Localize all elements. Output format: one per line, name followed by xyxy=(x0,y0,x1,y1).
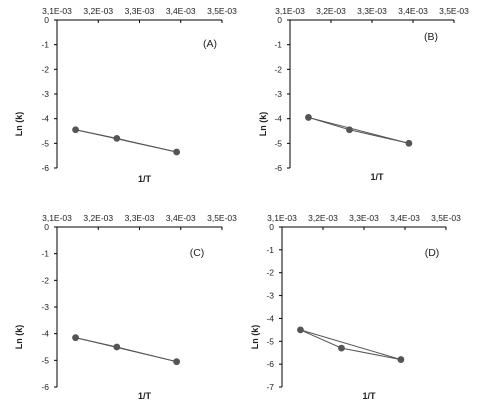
y-tick-label: -3 xyxy=(41,89,49,99)
y-axis-title: Ln (k) xyxy=(250,325,260,350)
x-tick-label: 3,2E-03 xyxy=(83,213,113,223)
trend-line xyxy=(308,116,410,144)
x-tick-label: 3,2E-03 xyxy=(316,6,346,16)
chart-panel-3: 3,1E-03 3,2E-03 3,3E-03 3,4E-03 3,5E-03 0 -1 -2… xyxy=(14,213,237,401)
trend-line xyxy=(75,129,177,153)
y-tick-label: -4 xyxy=(274,114,282,124)
y-tick-label: -1 xyxy=(266,245,274,255)
data-point xyxy=(72,126,79,134)
data-point xyxy=(297,326,304,334)
data-point xyxy=(397,356,405,363)
x-tick-label: 3,3E-03 xyxy=(349,213,379,223)
data-point xyxy=(173,148,181,156)
y-tick-label: -2 xyxy=(274,64,282,74)
y-tick-label: -2 xyxy=(266,268,274,278)
x-axis-title: 1/T xyxy=(370,172,384,182)
x-tick-label: 3,5E-03 xyxy=(207,6,237,16)
chart-panel-2: 3,1E-03 3,2E-03 3,3E-03 3,4E-03 3,5E-03 0 -1 -2… xyxy=(258,6,469,182)
y-tick-label: -6 xyxy=(41,163,49,173)
y-tick-label: -3 xyxy=(266,291,274,301)
x-tick-label: 3,1E-03 xyxy=(267,213,297,223)
x-tick-label: 3,3E-03 xyxy=(125,213,155,223)
y-tick-label: -1 xyxy=(41,40,49,50)
y-axis-title: Ln (k) xyxy=(14,325,24,350)
y-tick-label: 0 xyxy=(269,222,274,232)
y-tick-label: -4 xyxy=(266,313,274,323)
data-point xyxy=(405,139,413,147)
data-point xyxy=(338,344,345,352)
x-tick-label: 3,4E-03 xyxy=(398,6,428,16)
y-tick-label: -6 xyxy=(41,382,49,392)
y-tick-label: -6 xyxy=(274,163,282,173)
y-tick-label: -5 xyxy=(266,336,274,346)
trend-line xyxy=(75,337,177,363)
y-tick-label: 0 xyxy=(44,15,49,25)
y-tick-label: -2 xyxy=(41,275,49,285)
y-tick-label: -3 xyxy=(41,302,49,312)
data-point xyxy=(72,334,79,342)
y-tick-label: -4 xyxy=(41,114,49,124)
y-tick-label: -4 xyxy=(41,329,49,339)
data-point xyxy=(305,114,312,121)
y-tick-label: 0 xyxy=(44,222,49,232)
x-tick-label: 3,2E-03 xyxy=(308,213,338,223)
x-tick-label: 3,5E-03 xyxy=(431,213,461,223)
x-axis-title: 1/T xyxy=(138,391,152,401)
chart-panel-1: 3,1E-03 3,2E-03 3,3E-03 3,4E-03 3,5E-03 0 -1 -2… xyxy=(14,6,237,184)
x-axis-title: 1/T xyxy=(362,391,376,401)
x-tick-label: 3,5E-03 xyxy=(439,6,469,16)
panel-label: (B) xyxy=(424,31,438,43)
y-axis-title: Ln (k) xyxy=(14,112,24,137)
y-tick-label: -6 xyxy=(266,359,274,369)
y-tick-label: -3 xyxy=(274,89,282,99)
data-point xyxy=(113,135,121,142)
chart-panel-4: 3,1E-03 3,2E-03 3,3E-03 3,4E-03 3,5E-03 0 -1 -2… xyxy=(250,213,461,401)
y-tick-label: 0 xyxy=(277,15,282,25)
panel-label: (D) xyxy=(425,247,440,259)
x-tick-label: 3,4E-03 xyxy=(390,213,420,223)
y-tick-label: -5 xyxy=(274,138,282,148)
x-tick-label: 3,4E-03 xyxy=(166,6,196,16)
y-tick-label: -1 xyxy=(41,249,49,259)
data-point xyxy=(173,358,181,366)
data-point xyxy=(346,126,353,134)
x-tick-label: 3,1E-03 xyxy=(275,6,305,16)
x-tick-label: 3,1E-03 xyxy=(42,6,72,16)
y-tick-label: -7 xyxy=(266,382,274,392)
y-tick-label: -5 xyxy=(41,355,49,365)
x-tick-label: 3,3E-03 xyxy=(125,6,155,16)
trend-line xyxy=(300,329,402,361)
x-tick-label: 3,1E-03 xyxy=(42,213,72,223)
x-tick-label: 3,4E-03 xyxy=(166,213,196,223)
y-tick-label: -2 xyxy=(41,64,49,74)
x-axis-title: 1/T xyxy=(138,174,152,184)
panel-label: (C) xyxy=(190,247,205,259)
x-tick-label: 3,2E-03 xyxy=(83,6,113,16)
x-tick-label: 3,5E-03 xyxy=(207,213,237,223)
y-tick-label: -1 xyxy=(274,40,282,50)
panel-label: (A) xyxy=(203,38,217,50)
y-axis-title: Ln (k) xyxy=(258,112,268,137)
y-tick-label: -5 xyxy=(41,138,49,148)
x-tick-label: 3,3E-03 xyxy=(357,6,387,16)
data-point xyxy=(113,343,121,351)
